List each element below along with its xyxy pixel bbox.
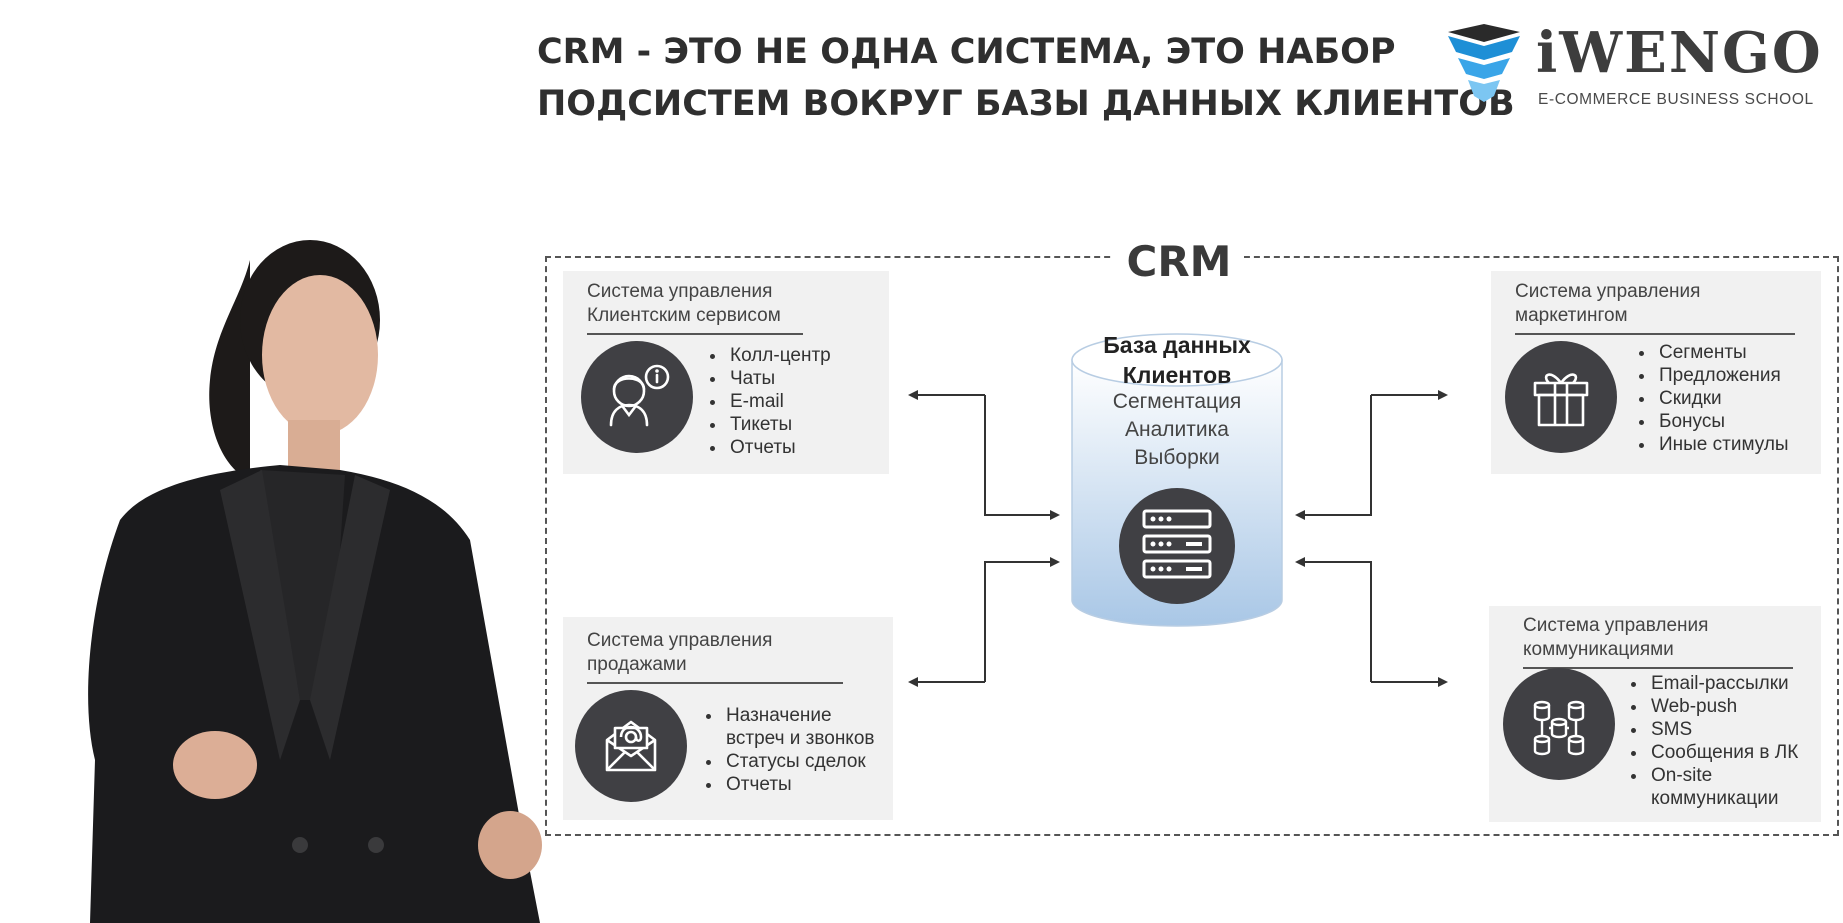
list-item: Сегменты bbox=[1633, 341, 1789, 364]
card-marketing: Система управления маркетингом Сегменты … bbox=[1491, 271, 1821, 474]
database-network-icon bbox=[1533, 700, 1585, 756]
slide-title: CRM - ЭТО НЕ ОДНА СИСТЕМА, ЭТО НАБОР ПОД… bbox=[537, 26, 1515, 130]
database-feature: Выборки bbox=[1134, 446, 1220, 469]
database-title-line-2: Клиентов bbox=[1122, 362, 1232, 388]
marketing-list: Сегменты Предложения Скидки Бонусы Иные … bbox=[1633, 341, 1789, 456]
presenter-figure bbox=[88, 240, 542, 923]
circle-marketing bbox=[1505, 341, 1617, 453]
list-item: Отчеты bbox=[704, 436, 831, 459]
card-title-line: Система управления bbox=[587, 281, 773, 302]
list-item: Отчеты bbox=[700, 773, 875, 796]
card-title: Система управления продажами bbox=[587, 629, 843, 684]
arrow-client-service-to-db bbox=[984, 395, 1060, 520]
card-title: Система управления маркетингом bbox=[1515, 280, 1795, 335]
gift-box-icon bbox=[1533, 373, 1589, 427]
logo-name: iWENGO bbox=[1536, 20, 1823, 86]
card-title-line: продажами bbox=[587, 654, 687, 675]
card-title-line: Система управления bbox=[1523, 615, 1709, 636]
circle-sales bbox=[575, 690, 687, 802]
list-item: Email-рассылки bbox=[1625, 672, 1798, 695]
card-sales: Система управления продажами Назначение … bbox=[563, 617, 893, 820]
list-item: Назначение bbox=[700, 704, 875, 727]
list-item: Колл-центр bbox=[704, 344, 831, 367]
server-rack-icon bbox=[1119, 488, 1235, 604]
list-item: Тикеты bbox=[704, 413, 831, 436]
card-title-line: коммуникациями bbox=[1523, 639, 1674, 660]
support-agent-icon bbox=[609, 364, 670, 427]
database-feature: Аналитика bbox=[1125, 418, 1229, 441]
card-title-line: маркетингом bbox=[1515, 305, 1628, 326]
database-features: Сегментация Аналитика Выборки bbox=[1070, 388, 1284, 472]
logo-shield-icon bbox=[1448, 24, 1520, 102]
logo-tagline: E-COMMERCE BUSINESS SCHOOL bbox=[1538, 91, 1814, 108]
list-item: Скидки bbox=[1633, 387, 1789, 410]
circle-communications bbox=[1503, 668, 1615, 780]
arrow-sales-to-db bbox=[984, 557, 1060, 682]
client-service-list: Колл-центр Чаты E-mail Тикеты Отчеты bbox=[704, 344, 831, 459]
arrow-communications-to-db bbox=[1295, 557, 1372, 682]
card-title-line: Система управления bbox=[1515, 281, 1701, 302]
database-title: База данных Клиентов bbox=[1070, 330, 1284, 390]
database-title-line-1: База данных bbox=[1103, 332, 1251, 358]
card-title: Система управления коммуникациями bbox=[1523, 614, 1793, 669]
database-cylinder bbox=[1071, 333, 1283, 627]
card-title-line: Система управления bbox=[587, 630, 773, 651]
card-title-line: Клиентским сервисом bbox=[587, 305, 781, 326]
communications-list: Email-рассылки Web-push SMS Сообщения в … bbox=[1625, 672, 1798, 810]
slide-title-line-1: CRM - ЭТО НЕ ОДНА СИСТЕМА, ЭТО НАБОР bbox=[537, 32, 1396, 72]
iwengo-logo: iWENGO E-COMMERCE BUSINESS SCHOOL bbox=[1444, 20, 1821, 114]
list-item: Web-push bbox=[1625, 695, 1798, 718]
slide-title-line-2: ПОДСИСТЕМ ВОКРУГ БАЗЫ ДАННЫХ КЛИЕНТОВ bbox=[537, 84, 1515, 124]
list-item: Бонусы bbox=[1633, 410, 1789, 433]
circle-client-service bbox=[581, 341, 693, 453]
list-item: SMS bbox=[1625, 718, 1798, 741]
list-item: On-site bbox=[1625, 764, 1798, 787]
sales-list: Назначение встреч и звонков Статусы сдел… bbox=[700, 704, 875, 796]
arrow-marketing-to-db bbox=[1295, 395, 1372, 520]
database-feature: Сегментация bbox=[1112, 390, 1242, 413]
list-item: Чаты bbox=[704, 367, 831, 390]
list-item: коммуникации bbox=[1651, 788, 1779, 809]
list-item: Статусы сделок bbox=[700, 750, 875, 773]
crm-label: CRM bbox=[1114, 234, 1244, 290]
list-item: встреч и звонков bbox=[726, 728, 875, 749]
list-item: Предложения bbox=[1633, 364, 1789, 387]
list-item: Иные стимулы bbox=[1633, 433, 1789, 456]
card-client-service: Система управления Клиентским сервисом К… bbox=[563, 271, 889, 474]
list-item: E-mail bbox=[704, 390, 831, 413]
envelope-at-icon bbox=[605, 720, 657, 772]
list-item: Сообщения в ЛК bbox=[1625, 741, 1798, 764]
card-title: Система управления Клиентским сервисом bbox=[587, 280, 803, 335]
card-communications: Система управления коммуникациями Email-… bbox=[1489, 606, 1821, 822]
